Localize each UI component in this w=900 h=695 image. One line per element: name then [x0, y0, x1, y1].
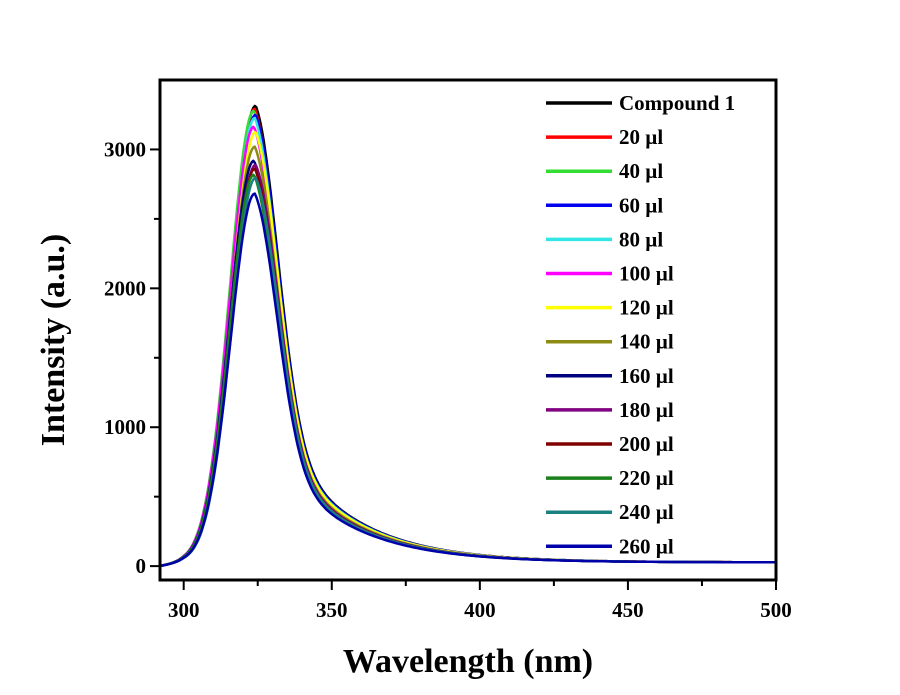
x-tick-label: 400	[464, 598, 496, 622]
series-line	[159, 173, 776, 568]
x-tick-label: 300	[168, 598, 200, 622]
plot-lines	[159, 104, 777, 568]
plot-frame	[158, 78, 778, 582]
legend-item: 140 µl	[546, 330, 674, 354]
series-line	[159, 145, 776, 568]
y-tick-label: 3000	[104, 137, 146, 161]
legend-item: 120 µl	[546, 296, 674, 320]
legend-label: 20 µl	[619, 125, 663, 149]
legend-item: 100 µl	[546, 262, 674, 286]
legend-item: Compound 1	[546, 91, 735, 115]
y-axis-ticks: 0 1000 2000 3000	[104, 137, 160, 578]
legend-item: 160 µl	[546, 364, 674, 388]
legend-label: 140 µl	[619, 330, 674, 354]
series-line	[159, 192, 776, 568]
legend-label: 240 µl	[619, 500, 674, 524]
legend-label: 160 µl	[619, 364, 674, 388]
x-tick-label: 500	[760, 598, 792, 622]
x-tick-label: 350	[316, 598, 348, 622]
y-axis-title: Intensity (a.u.)	[35, 234, 72, 447]
series-line	[159, 167, 776, 568]
y-tick-label: 1000	[104, 415, 146, 439]
legend-item: 180 µl	[546, 398, 674, 422]
legend-item: 80 µl	[546, 227, 663, 251]
legend-label: 40 µl	[619, 159, 663, 183]
series-line	[159, 176, 776, 568]
x-axis-ticks: 300 350 400 450 500	[168, 580, 792, 622]
legend-item: 40 µl	[546, 159, 663, 183]
legend-label: 200 µl	[619, 432, 674, 456]
legend: Compound 1 20 µl 40 µl 60 µl 80 µl 100 µl 120 …	[546, 91, 735, 558]
legend-item: 260 µl	[546, 534, 674, 558]
legend-label: 100 µl	[619, 262, 674, 286]
legend-label: Compound 1	[619, 91, 735, 115]
legend-label: 260 µl	[619, 534, 674, 558]
x-tick-label: 450	[612, 598, 644, 622]
series-line	[159, 125, 776, 568]
legend-label: 60 µl	[619, 193, 663, 217]
legend-label: 220 µl	[619, 466, 674, 490]
series-line	[159, 159, 776, 568]
legend-label: 80 µl	[619, 227, 663, 251]
y-tick-label: 0	[136, 554, 147, 578]
series-line	[159, 116, 777, 568]
x-axis-title: Wavelength (nm)	[343, 643, 593, 680]
legend-item: 20 µl	[546, 125, 663, 149]
legend-item: 60 µl	[546, 193, 663, 217]
legend-item: 240 µl	[546, 500, 674, 524]
legend-item: 200 µl	[546, 432, 674, 456]
legend-label: 120 µl	[619, 296, 674, 320]
y-tick-label: 2000	[104, 276, 146, 300]
series-line	[159, 163, 776, 568]
legend-label: 180 µl	[619, 398, 674, 422]
legend-item: 220 µl	[546, 466, 674, 490]
